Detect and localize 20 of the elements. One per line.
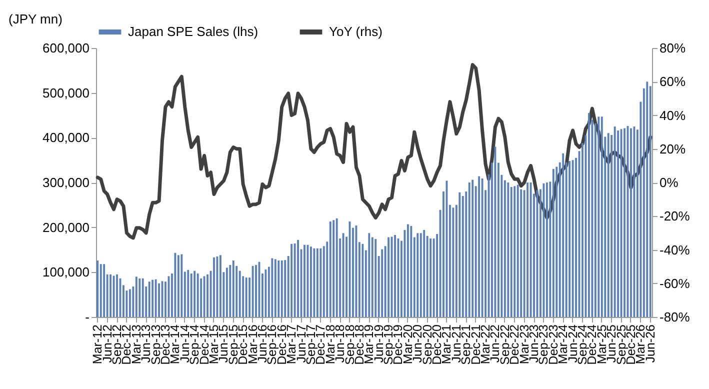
y-tick-label: 100,000: [42, 264, 90, 280]
y-tick-label: 400,000: [42, 130, 90, 146]
line-series: [96, 63, 652, 240]
y-tick-label: 500,000: [42, 85, 90, 100]
y2-tick-label: 60%: [660, 74, 686, 90]
y-axis-title: (JPY mn): [8, 12, 62, 26]
y2-tick-label: 80%: [660, 40, 686, 56]
y-tick-label: 300,000: [42, 175, 90, 190]
legend-label: Japan SPE Sales (lhs): [128, 24, 258, 39]
y2-tick-label: -80%: [660, 310, 690, 324]
y2-tick-label: -40%: [660, 242, 690, 258]
y2-tick-label: 20%: [660, 141, 686, 156]
y-tick-label: 600,000: [42, 40, 90, 56]
y2-tick-label: 0%: [660, 175, 679, 190]
y2-tick-label: -20%: [660, 208, 690, 224]
y2-tick-label: -60%: [660, 276, 690, 291]
y-tick-label: -: [85, 310, 90, 324]
legend-label: YoY (rhs): [329, 24, 382, 39]
y2-tick-label: 40%: [660, 108, 686, 123]
y-tick-label: 200,000: [42, 220, 90, 235]
